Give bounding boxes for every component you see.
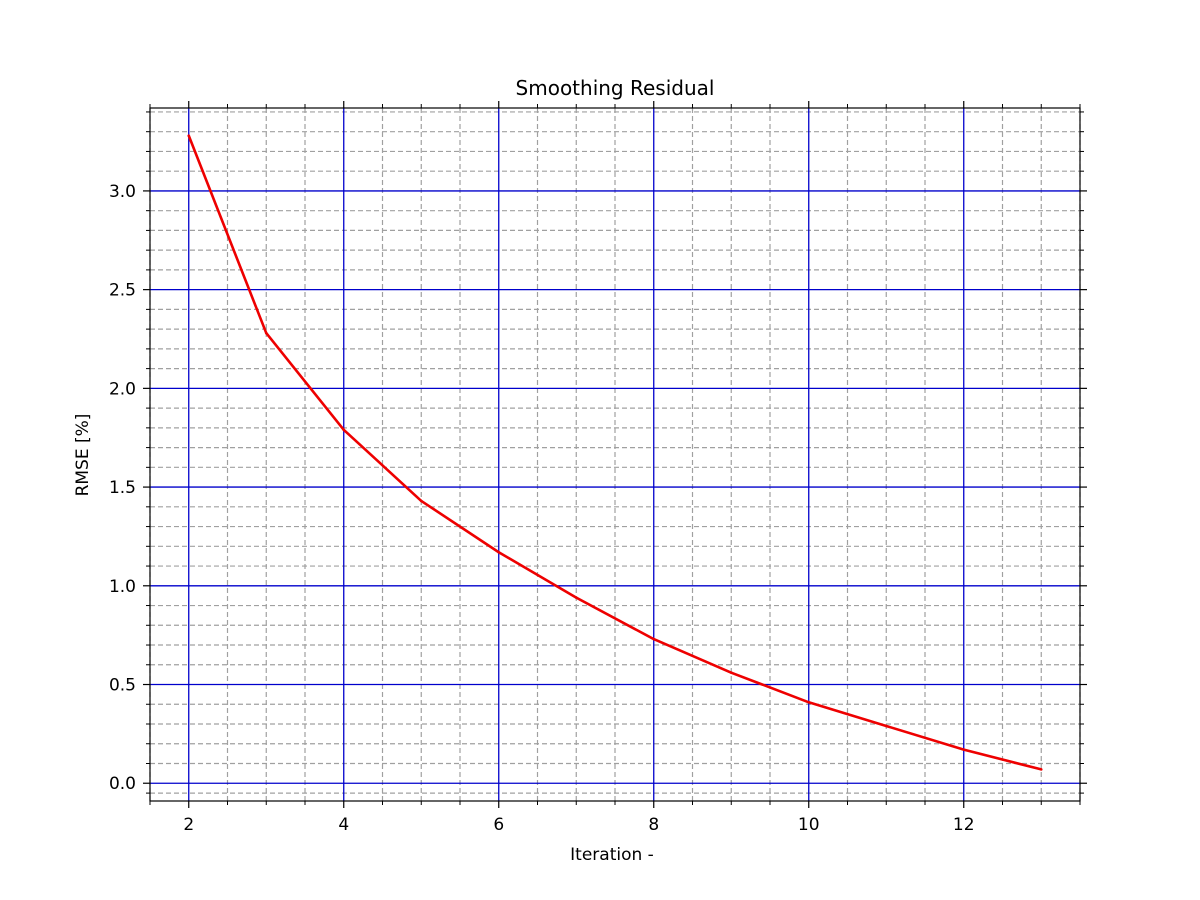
data-point [1039,768,1043,771]
data-point [652,637,656,641]
x-tick-label: 12 [953,815,975,835]
x-tick-label: 4 [338,815,349,835]
major-grid [150,108,1080,801]
y-tick-label: 1.0 [109,577,136,597]
data-point [729,671,733,674]
data-point [264,331,268,335]
data-point [342,428,346,432]
tick-labels: 2 4 6 8 10 12 0.0 0.5 1.0 1.5 2.0 2.5 3.0 [109,182,975,835]
data-point [884,724,888,728]
x-tick-label: 2 [183,815,194,835]
y-tick-label: 3.0 [109,182,136,202]
y-tick-label: 2.0 [109,379,136,399]
x-tick-label: 10 [798,815,820,835]
data-point [574,596,578,599]
data-point [419,499,423,503]
data-point [497,550,501,554]
y-tick-label: 0.0 [109,774,136,794]
y-tick-label: 2.5 [109,281,136,301]
y-tick-label: 1.5 [109,478,136,498]
x-axis-label: Iteration - [570,845,654,865]
minor-grid [149,108,1081,801]
data-point [807,700,811,704]
series-line [187,135,1042,771]
chart-title: Smoothing Residual [516,76,715,100]
x-tick-label: 8 [648,815,659,835]
data-point [187,134,191,137]
series-layer [187,134,1043,771]
x-tick-label: 6 [493,815,504,835]
y-axis-label: RMSE [%] [73,414,93,497]
data-point [962,748,966,751]
axis-ticks [143,101,1087,808]
y-tick-label: 0.5 [109,676,136,696]
